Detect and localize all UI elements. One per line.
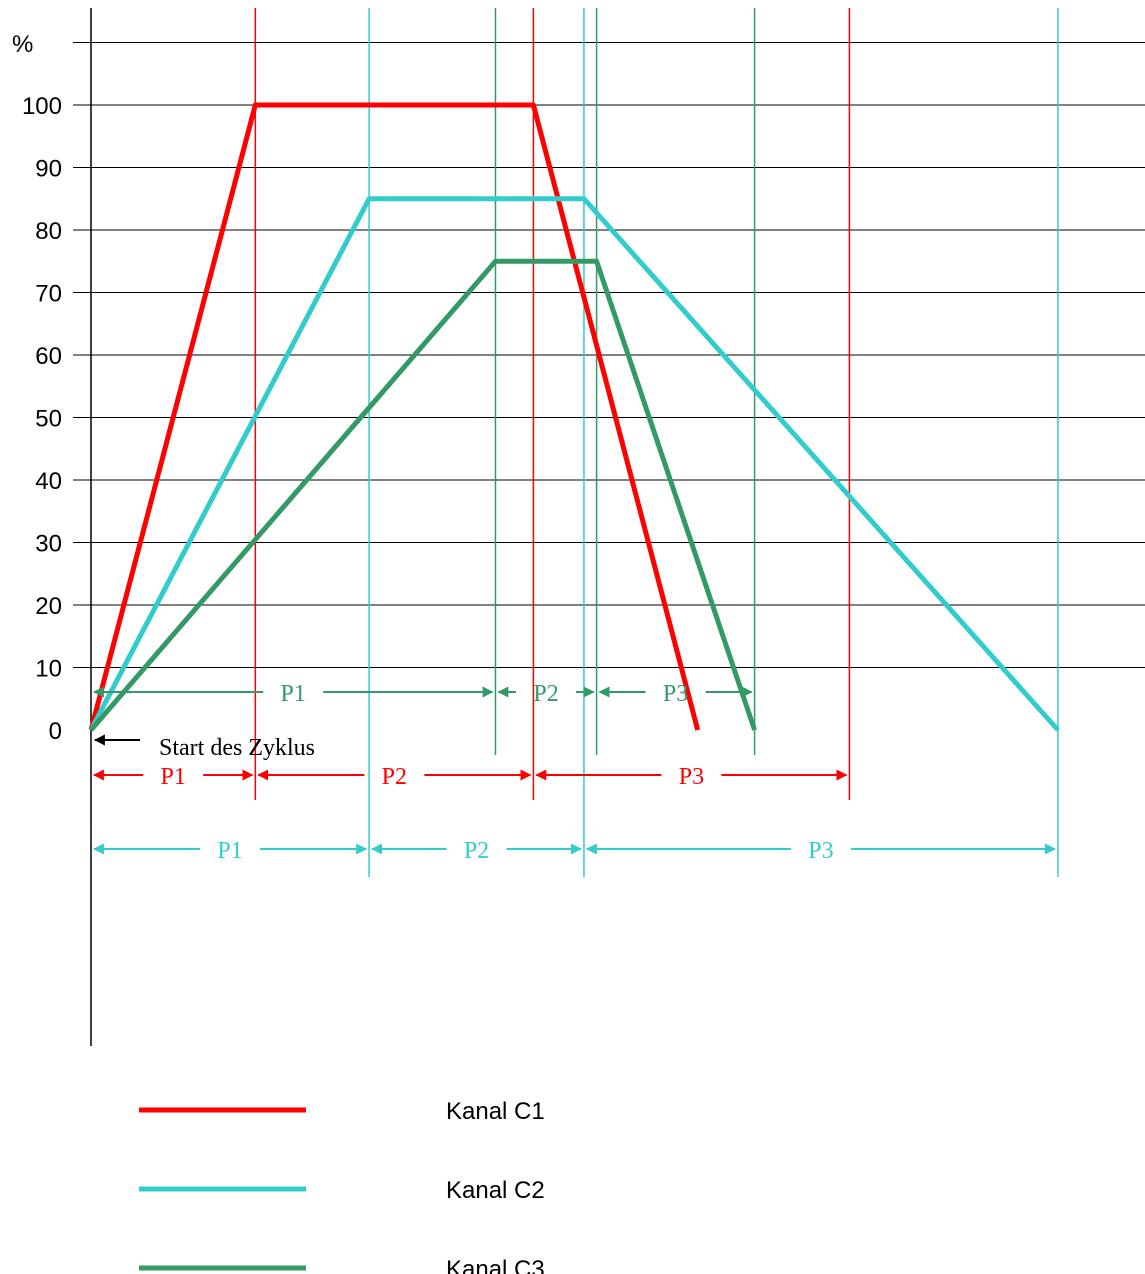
legend: Kanal C1 Kanal C2 Kanal C3 [139, 1098, 545, 1274]
y-tick-label: 0 [49, 718, 62, 745]
series-lines [88, 102, 1060, 732]
y-tick-label: 70 [35, 281, 62, 308]
y-tick-label: 30 [35, 531, 62, 558]
legend-label: Kanal C3 [446, 1256, 545, 1274]
y-tick-label: 60 [35, 343, 62, 370]
phase-label: P3 [663, 681, 688, 707]
phase-label: P1 [160, 764, 185, 790]
start-annotation: Start des Zyklus [93, 734, 315, 761]
legend-label: Kanal C1 [446, 1098, 545, 1125]
start-label: Start des Zyklus [159, 735, 315, 761]
y-tick-label: 10 [35, 656, 62, 683]
legend-label: Kanal C2 [446, 1177, 545, 1204]
phase-label: P1 [281, 681, 306, 707]
y-tick-label: 40 [35, 468, 62, 495]
series-line [89, 258, 757, 732]
phase-label: P2 [464, 838, 489, 864]
y-tick-label: 100 [22, 93, 62, 120]
y-tick-label: 80 [35, 218, 62, 245]
series-line [88, 102, 701, 731]
phase-label: P1 [217, 838, 242, 864]
phase-label: P3 [679, 764, 704, 790]
phase-label: P2 [382, 764, 407, 790]
gridlines [73, 42, 1145, 668]
phase-label: P2 [533, 681, 558, 707]
y-axis-ticks: 0 10 20 30 40 50 60 70 80 90 100 [22, 93, 62, 745]
phase-annotations: P1 P2 P3 P1 P2 P3 P1 P2 P3 [92, 681, 1057, 864]
y-axis-label: % [12, 31, 33, 58]
phase-boundary-lines [254, 8, 1059, 877]
y-tick-label: 50 [35, 406, 62, 433]
phase-label: P3 [808, 838, 833, 864]
y-tick-label: 20 [35, 593, 62, 620]
series-line [88, 196, 1060, 732]
y-tick-label: 90 [35, 156, 62, 183]
